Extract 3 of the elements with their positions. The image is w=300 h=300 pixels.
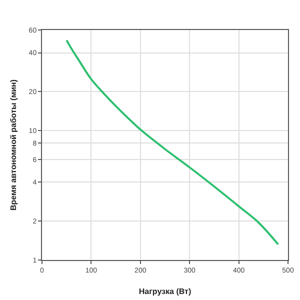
x-axis-title: Нагрузка (Вт) bbox=[138, 287, 192, 296]
y-axis-title: Время автономной работы (мин) bbox=[9, 79, 18, 211]
line-series bbox=[66, 39, 280, 246]
